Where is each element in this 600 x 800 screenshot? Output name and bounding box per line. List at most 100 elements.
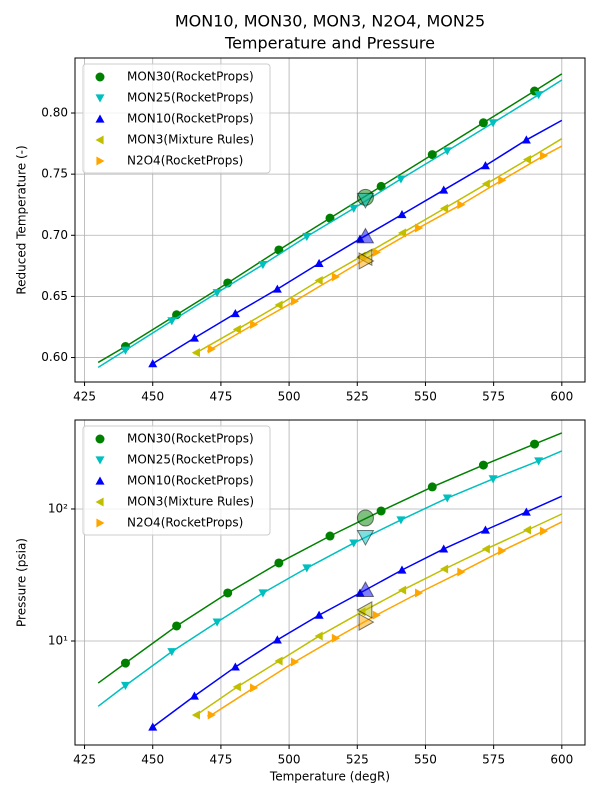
y-axis-label: Pressure (psia): [15, 538, 29, 627]
x-tick-label: 550: [414, 753, 437, 767]
x-tick-label: 600: [550, 390, 573, 404]
marker: [167, 317, 177, 326]
x-axis-label: Temperature (degR): [269, 770, 390, 784]
marker: [481, 179, 490, 189]
highlight-marker: [358, 252, 375, 270]
marker: [212, 618, 222, 627]
chart-title: MON10, MON30, MON3, N2O4, MON25: [175, 12, 485, 31]
x-tick-label: 425: [73, 753, 96, 767]
x-tick-label: 575: [482, 753, 505, 767]
marker: [207, 710, 216, 720]
fit-line: [97, 450, 563, 707]
marker: [539, 151, 549, 161]
fit-line: [206, 145, 563, 353]
marker: [250, 683, 259, 693]
y-tick-label: 0.80: [41, 106, 68, 120]
marker: [290, 296, 300, 306]
marker: [172, 621, 182, 631]
highlight-marker: [356, 192, 375, 209]
marker: [258, 261, 268, 270]
marker: [522, 525, 532, 535]
x-tick-label: 425: [73, 390, 96, 404]
marker: [376, 181, 386, 191]
marker: [272, 284, 282, 293]
highlight-marker: [358, 613, 375, 631]
marker: [314, 610, 324, 619]
marker: [396, 175, 406, 184]
marker: [534, 91, 544, 100]
marker: [302, 232, 312, 242]
highlight-marker: [356, 581, 375, 597]
legend-label: MON25(RocketProps): [127, 91, 254, 105]
y-tick-label: 0.60: [41, 350, 68, 364]
marker: [488, 119, 498, 128]
marker: [480, 161, 490, 170]
legend-marker: [95, 114, 105, 123]
marker: [120, 681, 130, 691]
x-tick-label: 575: [482, 390, 505, 404]
marker: [232, 324, 241, 334]
marker: [440, 564, 449, 574]
marker: [349, 204, 359, 213]
highlight-marker: [356, 530, 375, 546]
legend-label: MON30(RocketProps): [127, 70, 254, 84]
marker: [274, 558, 284, 568]
x-tick-label: 525: [346, 390, 369, 404]
marker: [427, 150, 437, 160]
marker: [274, 656, 283, 666]
x-tick-label: 525: [346, 753, 369, 767]
marker: [120, 658, 130, 668]
marker: [478, 460, 488, 470]
plot-frame: [74, 419, 586, 746]
marker: [398, 228, 407, 238]
legend-marker: [96, 156, 105, 166]
marker: [331, 272, 340, 282]
marker: [488, 475, 498, 484]
fit-line: [207, 521, 563, 717]
marker: [440, 203, 449, 213]
legend-marker: [95, 476, 105, 485]
marker: [349, 539, 359, 548]
plot-frame: [74, 57, 586, 383]
marker: [376, 506, 386, 516]
marker: [189, 333, 199, 342]
marker: [498, 175, 507, 185]
marker: [530, 439, 540, 449]
marker: [232, 682, 241, 692]
marker: [397, 209, 407, 219]
x-tick-label: 475: [209, 753, 232, 767]
marker: [272, 635, 282, 644]
legend-marker: [96, 518, 105, 528]
legend-marker: [95, 434, 105, 444]
fit-line: [97, 79, 563, 368]
highlight-marker: [356, 601, 373, 619]
marker: [534, 457, 544, 466]
marker: [223, 588, 233, 598]
marker: [258, 589, 268, 598]
legend-label: MON3(Mixture Rules): [127, 133, 254, 147]
legend-marker: [95, 497, 104, 507]
marker: [250, 320, 259, 330]
legend-label: N2O4(RocketProps): [127, 154, 243, 168]
legend-label: N2O4(RocketProps): [127, 516, 243, 530]
marker: [521, 507, 531, 516]
marker: [314, 276, 323, 286]
marker: [396, 516, 406, 525]
marker: [397, 565, 407, 574]
marker: [398, 585, 407, 595]
x-tick-label: 450: [141, 390, 164, 404]
marker: [498, 546, 507, 556]
marker: [439, 544, 449, 553]
marker: [481, 544, 490, 554]
marker: [167, 648, 177, 657]
marker: [314, 258, 324, 268]
legend-marker: [95, 456, 105, 465]
y-tick-label: 0.65: [41, 289, 68, 303]
marker: [290, 657, 300, 667]
x-tick-label: 450: [141, 753, 164, 767]
legend-label: MON25(RocketProps): [127, 453, 254, 467]
marker: [442, 494, 452, 503]
legend-box: [82, 63, 271, 174]
marker: [230, 309, 240, 318]
